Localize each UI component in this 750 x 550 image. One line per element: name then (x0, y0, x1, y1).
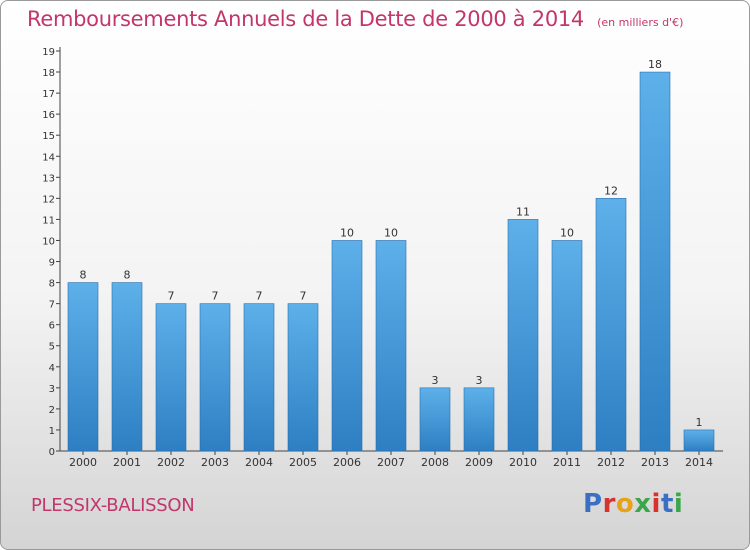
x-tick-label: 2002 (157, 456, 185, 469)
bar-value-label: 1 (696, 416, 703, 429)
logo-letter: i (651, 489, 661, 519)
x-tick-label: 2011 (553, 456, 581, 469)
y-tick-label: 15 (42, 131, 55, 142)
x-tick-label: 2012 (597, 456, 625, 469)
x-tick-label: 2007 (377, 456, 405, 469)
x-tick-label: 2001 (113, 456, 141, 469)
bar (507, 219, 539, 452)
y-tick-label: 12 (42, 194, 55, 205)
y-tick-label: 19 (42, 47, 55, 58)
bar-value-label: 10 (384, 226, 398, 239)
logo-letter: r (602, 489, 616, 519)
x-tick-label: 2003 (201, 456, 229, 469)
y-tick-label: 9 (49, 258, 55, 269)
bar (419, 387, 451, 452)
bar-value-label: 7 (168, 290, 175, 303)
bar (551, 240, 583, 452)
bar-value-label: 3 (476, 374, 483, 387)
x-tick-label: 2014 (685, 456, 713, 469)
logo-letter: t (660, 489, 674, 519)
bar-value-label: 3 (432, 374, 439, 387)
y-tick-label: 4 (49, 363, 55, 374)
y-tick-label: 7 (49, 300, 55, 311)
logo-letter: i (673, 489, 684, 519)
bar-value-label: 7 (212, 290, 219, 303)
bar-value-label: 7 (256, 290, 263, 303)
chart-title-group: Remboursements Annuels de la Dette de 20… (27, 7, 683, 31)
bar (111, 282, 143, 452)
bar (595, 198, 627, 452)
y-tick-label: 6 (49, 321, 55, 332)
bar (67, 282, 99, 452)
bar (683, 429, 715, 452)
y-tick-label: 2 (49, 405, 55, 416)
x-tick-label: 2009 (465, 456, 493, 469)
bar (639, 71, 671, 452)
bar-value-label: 10 (340, 226, 354, 239)
y-tick-label: 10 (42, 236, 55, 247)
value-labels-group: 8 8 7 7 7 7 10 10 3 3 11 10 12 18 1 (80, 58, 703, 429)
bar-value-label: 8 (80, 269, 87, 282)
y-tick-label: 13 (42, 173, 55, 184)
y-tick-label: 18 (42, 68, 55, 79)
y-tick-label: 11 (42, 215, 55, 226)
logo-letter: o (615, 489, 635, 519)
x-tick-label: 2005 (289, 456, 317, 469)
x-tick-label: 2000 (69, 456, 97, 469)
x-tick-label: 2010 (509, 456, 537, 469)
y-tick-label: 17 (42, 89, 55, 100)
bar-value-label: 8 (124, 269, 131, 282)
y-tick-label: 14 (42, 152, 55, 163)
bar-value-label: 12 (604, 184, 618, 197)
bar (375, 240, 407, 452)
bar (331, 240, 363, 452)
bar (463, 387, 495, 452)
bar (287, 303, 319, 452)
y-tick-label: 8 (49, 279, 55, 290)
y-tick-label: 16 (42, 110, 55, 121)
bar (243, 303, 275, 452)
bar (155, 303, 187, 452)
chart-title: Remboursements Annuels de la Dette de 20… (27, 7, 584, 31)
x-tick-label: 2013 (641, 456, 669, 469)
bar (199, 303, 231, 452)
y-tick-label: 1 (49, 426, 55, 437)
x-tick-label: 2004 (245, 456, 273, 469)
proxiti-logo: Proxiti (583, 489, 683, 519)
bar-value-label: 11 (516, 205, 530, 218)
bar-value-label: 7 (300, 290, 307, 303)
y-tick-label: 5 (49, 342, 55, 353)
commune-name: PLESSIX-BALISSON (31, 495, 195, 516)
x-tick-label: 2006 (333, 456, 361, 469)
bar-value-label: 10 (560, 226, 574, 239)
bar-value-label: 18 (648, 58, 662, 71)
x-tick-label: 2008 (421, 456, 449, 469)
logo-letter: x (634, 489, 652, 519)
bars-group (67, 71, 715, 452)
y-tick-label: 3 (49, 384, 55, 395)
y-tick-label: 0 (49, 447, 55, 458)
logo-letter: P (583, 489, 603, 519)
chart-subtitle: (en milliers d'€) (597, 16, 684, 29)
